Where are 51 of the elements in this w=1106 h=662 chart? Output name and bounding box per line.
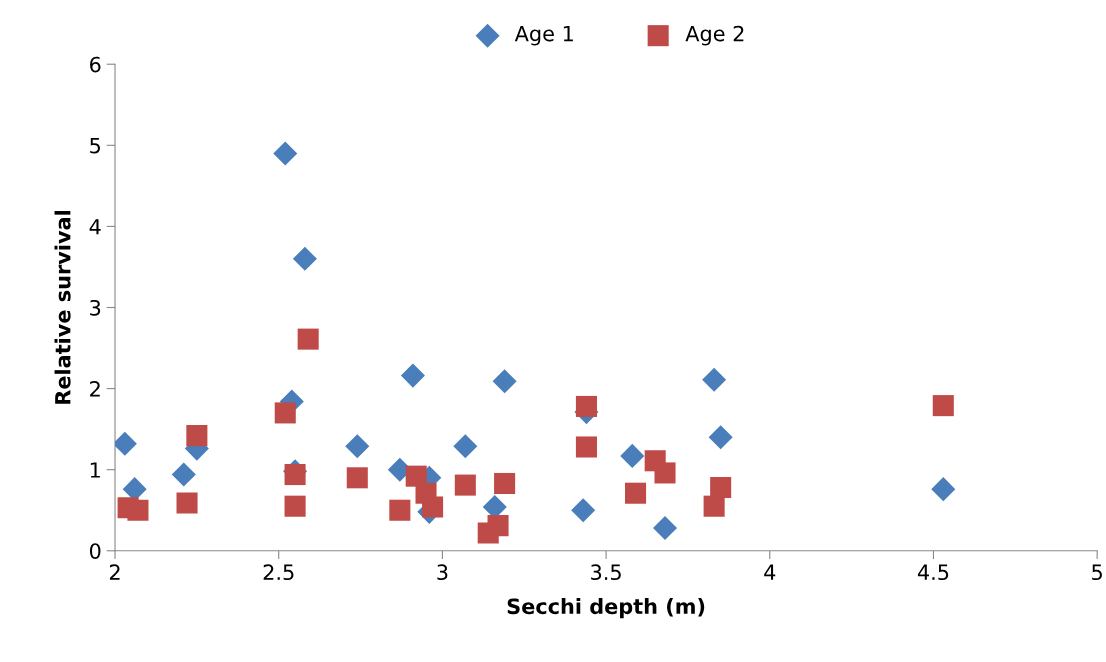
point [477,522,499,544]
point [127,499,149,521]
point [703,495,725,517]
y-axis-title: Relative survival [54,211,71,404]
point [176,492,198,514]
point [273,141,298,166]
point [400,363,425,388]
point [284,495,306,517]
point [345,434,370,459]
point [389,499,411,521]
x-tick-label: 3.5 [591,564,621,581]
y-tick-label: 2 [90,381,100,397]
point [454,474,476,496]
point [492,369,517,394]
point [702,367,727,392]
point [284,464,306,486]
point [575,436,597,458]
point [625,482,647,504]
y-tick-label: 3 [90,299,101,316]
point [652,516,678,541]
point [931,477,956,502]
point [654,462,676,484]
x-tick-label: 4 [764,564,776,580]
x-tick-label: 5 [1092,564,1102,581]
point [297,328,319,350]
y-tick-label: 6 [90,56,101,73]
y-tick-label: 0 [89,543,101,559]
point [494,472,516,495]
point [422,496,444,518]
point [186,425,208,447]
point [453,434,478,459]
point [708,425,733,450]
point [620,443,645,468]
point [292,246,317,271]
x-tick-label: 2 [109,564,120,580]
y-tick-label: 5 [90,138,101,154]
x-tick-label: 4.5 [917,564,949,581]
point [274,402,296,424]
x-tick-label: 3 [437,564,448,581]
point [710,477,732,499]
x-tick-label: 2.5 [263,564,294,581]
x-axis-title: Secchi depth (m) [507,598,705,619]
point [171,462,196,487]
point [932,395,954,417]
point [575,395,597,417]
legend-label: Age 2 [685,25,744,46]
legend-label: Age 1 [514,25,573,46]
point [571,498,596,523]
y-tick-label: 1 [90,462,100,478]
point [346,467,368,489]
y-tick-label: 4 [89,219,101,235]
